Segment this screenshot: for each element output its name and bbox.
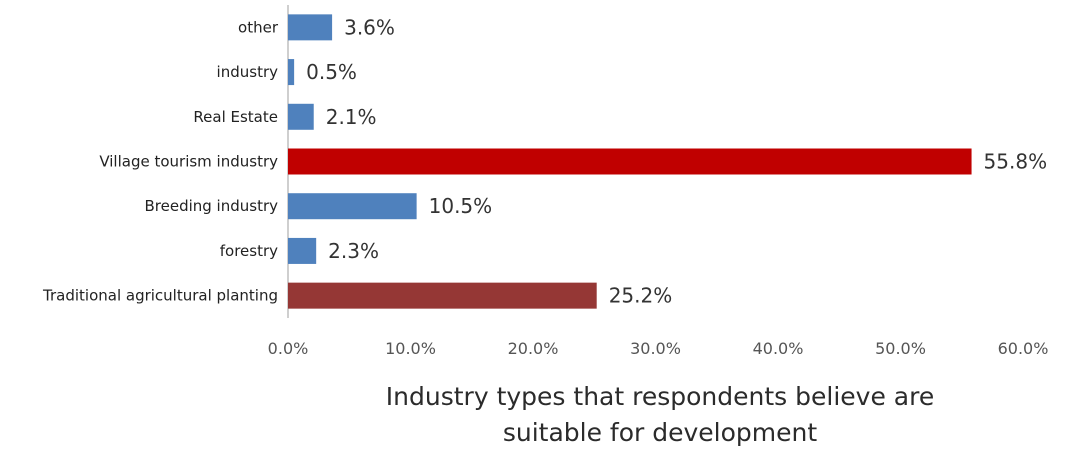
- x-axis-title-line-1: Industry types that respondents believe …: [386, 382, 934, 411]
- value-label-traditional-agricultural-planting: 25.2%: [609, 284, 673, 308]
- x-tick-label: 0.0%: [268, 339, 309, 358]
- value-label-industry: 0.5%: [306, 60, 357, 84]
- bars: [288, 14, 972, 309]
- value-label-forestry: 2.3%: [328, 239, 379, 263]
- x-tick-label: 10.0%: [385, 339, 436, 358]
- x-tick-label: 20.0%: [508, 339, 559, 358]
- bar-breeding-industry: [288, 193, 417, 220]
- category-label-industry: industry: [217, 63, 279, 81]
- category-label-forestry: forestry: [220, 242, 278, 260]
- bar-traditional-agricultural-planting: [288, 282, 597, 309]
- bar-industry: [288, 59, 295, 86]
- value-label-real-estate: 2.1%: [326, 105, 377, 129]
- bar-real-estate: [288, 103, 314, 130]
- value-labels: 3.6% 0.5% 2.1% 55.8% 10.5% 2.3% 25.2%: [306, 15, 1047, 307]
- value-label-village-tourism-industry: 55.8%: [984, 150, 1048, 174]
- bar-village-tourism-industry: [288, 148, 972, 175]
- x-tick-label: 30.0%: [630, 339, 681, 358]
- x-axis-title-line-2: suitable for development: [503, 418, 818, 447]
- value-label-breeding-industry: 10.5%: [429, 194, 493, 218]
- bar-other: [288, 14, 333, 41]
- x-tick-label: 50.0%: [875, 339, 926, 358]
- category-label-breeding-industry: Breeding industry: [144, 197, 278, 215]
- category-label-other: other: [238, 18, 279, 36]
- category-labels: other industry Real Estate Village tourism …: [42, 18, 279, 304]
- bar-forestry: [288, 237, 317, 264]
- x-tick-label: 60.0%: [998, 339, 1049, 358]
- x-tick-labels: 0.0% 10.0% 20.0% 30.0% 40.0% 50.0% 60.0%: [268, 339, 1049, 358]
- category-label-village-tourism-industry: Village tourism industry: [99, 153, 278, 171]
- value-label-other: 3.6%: [344, 15, 395, 39]
- category-label-traditional-agricultural-planting: Traditional agricultural planting: [42, 287, 278, 305]
- category-label-real-estate: Real Estate: [193, 108, 278, 126]
- x-tick-label: 40.0%: [753, 339, 804, 358]
